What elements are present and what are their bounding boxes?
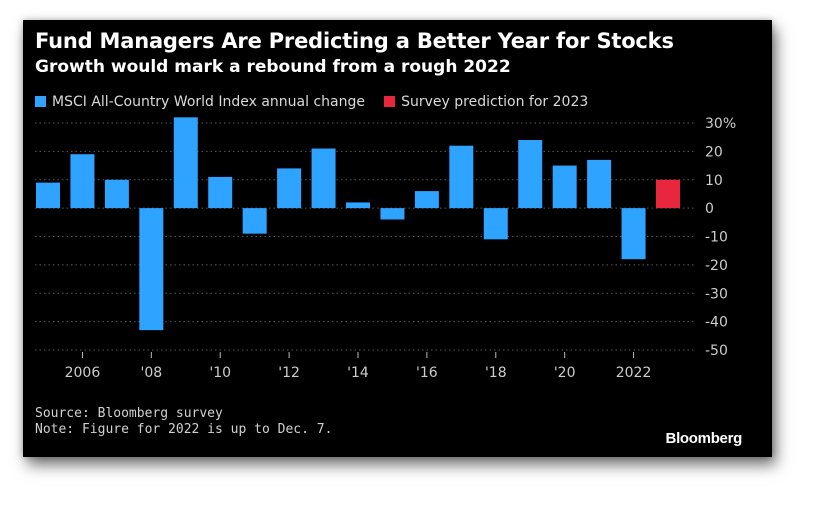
bar (380, 208, 405, 220)
x-tick-label: 2022 (616, 365, 652, 381)
legend-item-actual: MSCI All-Country World Index annual chan… (35, 94, 365, 110)
y-tick-label: 0 (705, 201, 714, 217)
legend: MSCI All-Country World Index annual chan… (35, 92, 602, 111)
bar (518, 140, 543, 209)
x-tick-label: '08 (140, 365, 162, 381)
legend-swatch-actual (35, 96, 46, 107)
y-tick-label: -20 (705, 258, 728, 274)
y-tick-label: 30% (705, 116, 736, 132)
bar-chart: 30% 20 10 0 -10 -20 -30 -40 -50 2006 '08 '10 '12 '14 '… (35, 116, 736, 381)
x-tick-label: '10 (209, 365, 231, 381)
bar (483, 208, 508, 240)
bar (587, 159, 612, 209)
bar (242, 208, 267, 234)
source-note: Source: Bloomberg survey (35, 406, 223, 421)
chart-subtitle: Growth would mark a rebound from a rough… (35, 57, 511, 77)
bar (621, 208, 646, 260)
bar (277, 168, 302, 209)
y-tick-label: -50 (705, 343, 728, 359)
bar (104, 179, 129, 209)
y-tick-label: 20 (705, 144, 723, 160)
bar (139, 208, 164, 331)
y-tick-label: -10 (705, 230, 728, 246)
y-tick-label: -30 (705, 286, 728, 302)
bar (414, 191, 439, 209)
bar (208, 176, 233, 209)
data-note: Note: Figure for 2022 is up to Dec. 7. (35, 422, 333, 437)
legend-swatch-prediction (384, 96, 396, 107)
bar (311, 148, 336, 209)
y-tick-label: 10 (705, 173, 723, 189)
bar (346, 202, 370, 209)
bar (552, 165, 577, 209)
bar (449, 145, 474, 209)
prediction-bar (656, 179, 680, 209)
bloomberg-logo: Bloomberg (665, 430, 743, 447)
x-tick-label: '16 (416, 365, 438, 381)
x-tick-label: 2006 (65, 365, 101, 381)
legend-label-prediction: Survey prediction for 2023 (401, 93, 589, 110)
chart-card: Fund Managers Are Predicting a Better Ye… (23, 20, 772, 457)
y-tick-label: -40 (705, 315, 728, 331)
chart-title: Fund Managers Are Predicting a Better Ye… (35, 29, 674, 53)
x-tick-label: '14 (347, 365, 369, 381)
x-tick-label: '12 (278, 365, 300, 381)
legend-item-prediction: Survey prediction for 2023 (384, 94, 588, 110)
bar (173, 117, 198, 209)
legend-label-actual: MSCI All-Country World Index annual chan… (52, 93, 365, 110)
bar (36, 182, 60, 209)
x-tick-label: '20 (554, 365, 576, 381)
bar (70, 154, 95, 209)
x-tick-label: '18 (485, 365, 507, 381)
footnotes: Source: Bloomberg survey Note: Figure fo… (35, 406, 332, 438)
